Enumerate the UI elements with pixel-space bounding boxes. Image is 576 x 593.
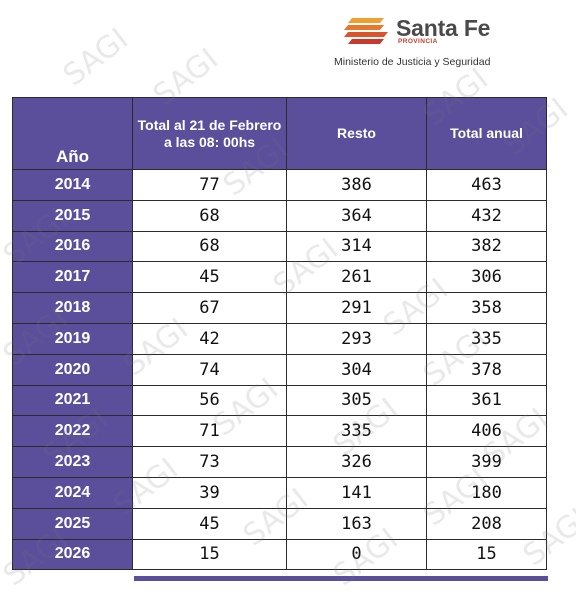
cell-resto: 304 xyxy=(286,353,427,386)
row-year: 2017 xyxy=(12,261,133,294)
cell-resto: 293 xyxy=(286,322,427,355)
data-table: Año Total al 21 de Febrero a las 08: 00h… xyxy=(12,97,547,571)
cell-total-anual: 361 xyxy=(426,384,547,417)
table-bottom-strip xyxy=(134,576,548,581)
cell-total-feb: 68 xyxy=(132,199,287,232)
cell-total-feb: 68 xyxy=(132,230,287,263)
row-year: 2014 xyxy=(12,169,133,201)
row-year: 2022 xyxy=(12,415,133,448)
table-row: 2014 77 386 463 xyxy=(12,169,547,201)
table-row: 2024 39 141 180 xyxy=(12,476,547,509)
row-year: 2024 xyxy=(12,476,133,509)
santa-fe-logo: Santa Fe PROVINCIA xyxy=(344,14,534,48)
cell-total-anual: 432 xyxy=(426,199,547,232)
table-row: 2025 45 163 208 xyxy=(12,507,547,540)
row-year: 2023 xyxy=(12,446,133,478)
page-header: Santa Fe PROVINCIA Ministerio de Justici… xyxy=(0,0,576,90)
cell-total-anual: 463 xyxy=(426,169,547,201)
table-row: 2019 42 293 335 xyxy=(12,322,547,355)
table-row: 2016 68 314 382 xyxy=(12,230,547,263)
header-total-anual: Total anual xyxy=(426,97,547,170)
header-total-feb: Total al 21 de Febrero a las 08: 00hs xyxy=(132,97,287,170)
cell-total-anual: 378 xyxy=(426,353,547,386)
cell-total-feb: 73 xyxy=(132,446,287,478)
cell-resto: 314 xyxy=(286,230,427,263)
header-year: Año xyxy=(12,97,133,170)
cell-total-anual: 399 xyxy=(426,446,547,478)
cell-resto: 386 xyxy=(286,169,427,201)
cell-total-anual: 15 xyxy=(426,538,547,571)
table-row: 2018 67 291 358 xyxy=(12,292,547,324)
row-year: 2025 xyxy=(12,507,133,540)
cell-total-anual: 358 xyxy=(426,292,547,324)
cell-total-anual: 306 xyxy=(426,261,547,294)
cell-total-anual: 208 xyxy=(426,507,547,540)
cell-resto: 141 xyxy=(286,476,427,509)
cell-total-anual: 382 xyxy=(426,230,547,263)
cell-total-anual: 335 xyxy=(426,322,547,355)
santa-fe-logo-icon xyxy=(344,18,388,44)
brand-subtitle: PROVINCIA xyxy=(398,38,438,45)
cell-resto: 364 xyxy=(286,199,427,232)
table-row: 2026 15 0 15 xyxy=(12,538,547,571)
row-year: 2019 xyxy=(12,322,133,355)
table-row: 2020 74 304 378 xyxy=(12,353,547,386)
row-year: 2015 xyxy=(12,199,133,232)
table-row: 2017 45 261 306 xyxy=(12,261,547,294)
cell-resto: 335 xyxy=(286,415,427,448)
cell-resto: 261 xyxy=(286,261,427,294)
cell-total-feb: 45 xyxy=(132,261,287,294)
cell-total-feb: 15 xyxy=(132,538,287,571)
cell-total-feb: 67 xyxy=(132,292,287,324)
cell-resto: 326 xyxy=(286,446,427,478)
cell-total-feb: 56 xyxy=(132,384,287,417)
row-year: 2021 xyxy=(12,384,133,417)
cell-resto: 0 xyxy=(286,538,427,571)
ministry-name: Ministerio de Justicia y Seguridad xyxy=(334,56,491,68)
row-year: 2016 xyxy=(12,230,133,263)
cell-resto: 305 xyxy=(286,384,427,417)
cell-total-anual: 180 xyxy=(426,476,547,509)
table-body: 2014 77 386 463 2015 68 364 432 2016 68 314 382 2017… xyxy=(12,169,547,571)
cell-total-anual: 406 xyxy=(426,415,547,448)
table-header-row: Año Total al 21 de Febrero a las 08: 00h… xyxy=(12,97,547,170)
header-resto: Resto xyxy=(286,97,427,170)
cell-total-feb: 39 xyxy=(132,476,287,509)
row-year: 2018 xyxy=(12,292,133,324)
table-row: 2021 56 305 361 xyxy=(12,384,547,417)
table-row: 2015 68 364 432 xyxy=(12,199,547,232)
cell-total-feb: 71 xyxy=(132,415,287,448)
table-row: 2023 73 326 399 xyxy=(12,446,547,478)
row-year: 2020 xyxy=(12,353,133,386)
cell-total-feb: 74 xyxy=(132,353,287,386)
brand-name: Santa Fe xyxy=(396,15,491,41)
cell-resto: 291 xyxy=(286,292,427,324)
cell-total-feb: 45 xyxy=(132,507,287,540)
cell-total-feb: 77 xyxy=(132,169,287,201)
cell-total-feb: 42 xyxy=(132,322,287,355)
cell-resto: 163 xyxy=(286,507,427,540)
table-row: 2022 71 335 406 xyxy=(12,415,547,448)
row-year: 2026 xyxy=(12,538,133,571)
